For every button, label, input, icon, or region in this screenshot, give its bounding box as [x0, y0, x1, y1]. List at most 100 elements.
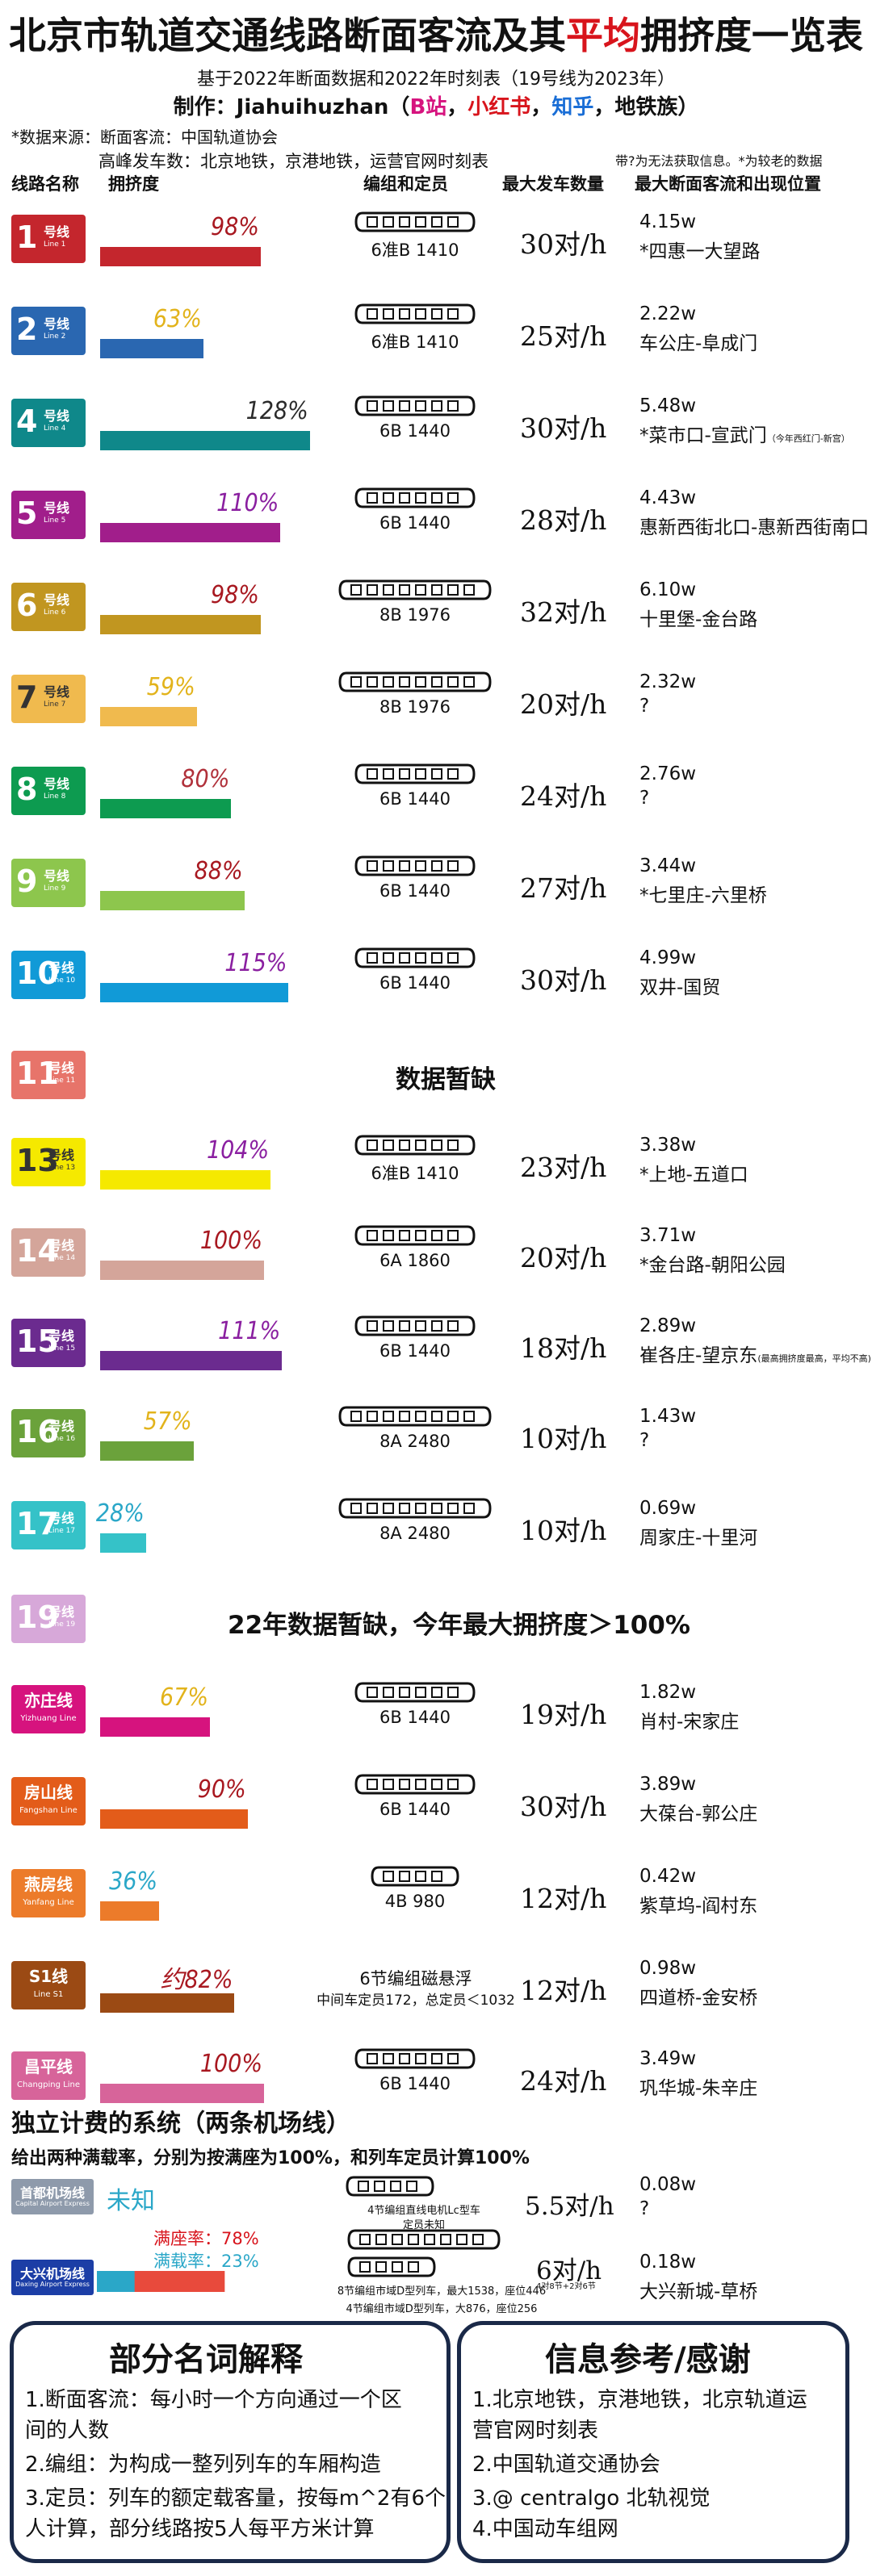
line-badge-eng: Line 10 — [48, 976, 76, 985]
train-window — [447, 1140, 459, 1151]
flow-location: 双井-国贸 — [639, 977, 721, 998]
train-icon — [354, 1225, 476, 1246]
line-badge-eng: Line 1 — [44, 240, 66, 249]
train-icon — [338, 579, 492, 600]
train-window — [431, 400, 442, 412]
line-row-l5: 5 号线 Line 5 110% 6B 1440 28对/h 4.43w 惠新西街北口-惠新西… — [0, 483, 872, 571]
crowd-value-label: 59% — [146, 673, 195, 701]
train-window — [431, 1411, 442, 1422]
line-badge-number: 17 — [16, 1506, 59, 1541]
train-window — [431, 1320, 442, 1332]
train-icon — [371, 1866, 459, 1887]
freq-label: 30对/h — [520, 1791, 607, 1822]
crowd-value-label: 98% — [210, 581, 259, 609]
train-icon — [338, 1498, 492, 1519]
capital-formation: 4节编组直线电机Lc型车 — [367, 2205, 480, 2217]
line-badge-number: 13 — [16, 1143, 59, 1178]
page-title: 北京市轨道交通线路断面客流及其平均拥挤度一览表 — [0, 6, 872, 60]
flow-location: ? — [639, 696, 650, 717]
line-row-cp: 昌平线 Changping Line 100% 6B 1440 24对/h 3.49w 巩华… — [0, 2043, 872, 2132]
refs-line-2: 营官网时刻表 — [472, 2419, 599, 2443]
line-row-l13: 13 号线 Line 13 104% 6准B 1410 23对/h 3.38w *上地-五道口 — [0, 1130, 872, 1219]
line-badge-eng: Line 8 — [44, 792, 66, 801]
page-subtitle: 基于2022年断面数据和2022年时刻表（19号线为2023年） — [197, 69, 675, 90]
daxing-formation3: 4节编组市域D型列车，大876，座位256 — [346, 2303, 538, 2315]
flow-location: *菜市口-宣武门（今年西红门-新宫） — [639, 425, 850, 446]
train-window — [367, 1503, 378, 1514]
train-window — [367, 492, 378, 504]
line-badge-l4: 4 号线 Line 4 — [11, 399, 86, 447]
flow-value: 2.22w — [639, 303, 697, 324]
train-window — [447, 952, 459, 964]
flow-location: ? — [639, 788, 650, 809]
train-window — [447, 584, 459, 596]
formation-label: 6B 1440 — [379, 1708, 451, 1727]
flow-location: 大葆台-郭公庄 — [639, 1804, 758, 1825]
train-window — [383, 952, 394, 964]
capital-badge-eng: Capital Airport Express — [15, 2200, 90, 2207]
col-line-name: 线路名称 — [11, 174, 79, 194]
source-flow: *数据来源：断面客流：中国轨道协会 — [11, 128, 278, 147]
maker-e: ， — [530, 95, 552, 119]
line-badge-number: 8 — [16, 772, 38, 807]
train-window — [472, 2234, 484, 2245]
train-window — [367, 1140, 378, 1151]
crowd-bar — [100, 1717, 210, 1737]
flow-location: 十里堡-金台路 — [639, 609, 758, 630]
crowd-value-label: 110% — [216, 489, 279, 517]
train-icon — [338, 1406, 492, 1427]
daxing-seat-value: 78% — [221, 2229, 259, 2248]
refs-line-3: 2.中国轨道交通协会 — [472, 2453, 660, 2477]
train-window — [431, 676, 442, 688]
line-badge-eng: Line 2 — [44, 332, 66, 341]
train-window — [399, 2053, 410, 2064]
capital-value-label: 未知 — [107, 2187, 155, 2215]
crowd-bar — [100, 523, 281, 542]
crowd-value-label: 57% — [143, 1407, 192, 1436]
line-row-fs: 房山线 Fangshan Line 90% 6B 1440 30对/h 3.89w 大葆台-… — [0, 1769, 872, 1858]
line-badge-cn: S1线 — [28, 1967, 69, 1986]
train-window — [431, 1230, 442, 1241]
train-window — [399, 1230, 410, 1241]
formation-detail: 中间车定员172，总定员＜1032 — [317, 1993, 515, 2009]
train-window — [415, 1320, 426, 1332]
train-window — [415, 1503, 426, 1514]
train-window — [383, 492, 394, 504]
train-icon — [354, 303, 476, 324]
train-window — [383, 1687, 394, 1698]
train-window — [367, 2053, 378, 2064]
train-window — [367, 1320, 378, 1332]
line-badge-number: 5 — [16, 496, 38, 531]
daxing-flow: 0.18w — [639, 2252, 697, 2273]
train-window — [431, 584, 442, 596]
crowd-bar — [100, 983, 289, 1002]
flow-location-note: (最高拥挤度最高，平均不高) — [757, 1353, 871, 1364]
line-badge-l16: 16 号线 Line 16 — [11, 1409, 86, 1457]
freq-label: 10对/h — [520, 1423, 607, 1454]
col-flow: 最大断面客流和出现位置 — [635, 174, 821, 194]
col-freq: 最大发车数量 — [502, 174, 604, 194]
capital-flow: 0.08w — [639, 2174, 697, 2195]
flow-value: 4.99w — [639, 947, 697, 968]
flow-value: 3.71w — [639, 1225, 697, 1246]
flow-value: 3.49w — [639, 2048, 697, 2069]
freq-label: 20对/h — [520, 1242, 607, 1273]
train-window — [415, 308, 426, 320]
line-row-l4: 4 号线 Line 4 128% 6B 1440 30对/h 5.48w *菜市口-宣武门（今… — [0, 391, 872, 479]
train-window — [463, 676, 475, 688]
train-window — [399, 1411, 410, 1422]
line-badge-hao: 号线 — [48, 1604, 75, 1620]
daxing-load-label: 满载率： — [153, 2252, 221, 2271]
crowd-bar — [100, 615, 261, 634]
maker-line: 制作：Jiahuihuzhan（B站，小红书，知乎，地铁族） — [0, 90, 872, 120]
train-window — [375, 2261, 387, 2273]
line-badge-l6: 6 号线 Line 6 — [11, 583, 86, 631]
train-icon — [354, 1135, 476, 1156]
formation-label: 6准B 1410 — [371, 1164, 459, 1183]
line-badge-cp: 昌平线 Changping Line — [11, 2051, 86, 2100]
line-badge-number: 19 — [16, 1600, 59, 1635]
train-window — [383, 1779, 394, 1790]
train-window — [383, 1503, 394, 1514]
crowd-value-label: 104% — [206, 1136, 270, 1165]
daxing-freq: 6对/h — [536, 2256, 602, 2285]
